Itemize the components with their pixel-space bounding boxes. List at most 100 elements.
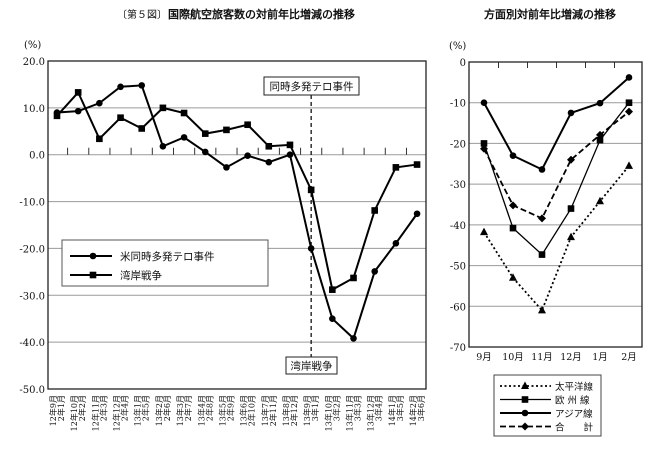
y-tick-label: -60 (450, 302, 466, 313)
data-point (596, 130, 604, 139)
y-tick-label: -20.0 (19, 244, 45, 255)
legend-label: 欧 州 線 (555, 395, 590, 407)
data-point (159, 104, 167, 112)
x-tick-label: 2年8月 (204, 395, 214, 421)
left-chart: (%) 20.0 10.0 0.0 -10.0 -20.0 -30.0 -40.0 -50.0 1… (19, 40, 427, 431)
x-tick-label: 2年10月 (247, 395, 257, 426)
data-point (180, 109, 188, 117)
data-point (567, 232, 575, 241)
annotation-box (263, 76, 360, 96)
right-chart-title: 方面別対前年比増減の推移 (484, 7, 616, 21)
series-line-2 (56, 90, 418, 292)
data-point (538, 166, 546, 173)
x-tick-label: 3年1月 (310, 395, 320, 421)
legend-label: 湾岸戦争 (120, 269, 162, 282)
x-tick-label: 14年2月 (408, 395, 418, 426)
x-tick-label: 12年10月 (69, 395, 79, 431)
data-point (567, 205, 575, 212)
data-point (74, 89, 82, 96)
data-point (480, 144, 488, 153)
legend (61, 239, 269, 287)
data-point (413, 210, 421, 218)
data-point (117, 114, 124, 121)
y-axis-unit: (%) (24, 40, 41, 51)
x-tick-label: 13年3月 (175, 395, 185, 426)
annotation-box (285, 356, 338, 375)
data-point (567, 155, 575, 164)
data-point (223, 126, 230, 134)
x-tick-label: 2年4月 (120, 395, 130, 421)
x-tick-label: 9月 (476, 352, 492, 363)
data-point (538, 305, 546, 314)
x-tick-label: 2月 (621, 352, 637, 363)
data-point (625, 107, 633, 116)
series-line-1 (483, 165, 630, 313)
legend-label: 米同時多発テロ事件 (120, 250, 215, 263)
data-point (286, 151, 294, 159)
data-point (392, 164, 400, 171)
y-tick-label: -50.0 (19, 385, 45, 396)
x-tick-label: 13年7月 (260, 395, 270, 426)
data-point (244, 121, 251, 129)
data-point (350, 274, 357, 282)
y-tick-label: 20.0 (23, 57, 45, 68)
x-tick-label: 2年2月 (77, 395, 87, 421)
data-point (201, 130, 209, 137)
data-point (307, 186, 315, 194)
x-tick-label: 12年11月 (90, 395, 100, 431)
x-tick-label: 13年1月 (133, 395, 143, 426)
data-point (625, 99, 633, 107)
x-tick-label: 2年12月 (289, 395, 299, 426)
x-tick-label: 2年7月 (183, 395, 193, 421)
data-point (480, 99, 488, 107)
data-point (625, 161, 633, 169)
data-point (96, 135, 103, 143)
data-point (596, 99, 604, 107)
x-tick-label: 13年12月 (366, 395, 376, 431)
legend-marker (521, 422, 529, 431)
data-point (538, 251, 546, 258)
legend-marker (89, 271, 97, 279)
data-point (509, 152, 517, 159)
y-tick-label: -70 (450, 343, 466, 354)
series-line-1 (56, 84, 418, 341)
data-point (625, 74, 633, 81)
legend-marker (521, 381, 529, 389)
x-tick-label: 2年3月 (98, 395, 108, 421)
x-tick-label: 2年11月 (268, 395, 278, 426)
data-point (201, 148, 209, 156)
data-point (96, 99, 103, 107)
annotation-terror: 同時多発テロ事件 (270, 80, 354, 93)
data-point (265, 158, 273, 166)
series-line-3 (483, 76, 630, 171)
x-tick-label: 2年1月 (56, 395, 66, 421)
data-point (509, 224, 517, 232)
y-tick-label: -40 (450, 221, 466, 232)
x-tick-label: 1月 (592, 352, 608, 363)
x-tick-label: 3年2月 (331, 395, 341, 421)
data-point (329, 315, 336, 323)
data-point (117, 83, 124, 91)
legend-label: 太平洋線 (555, 381, 594, 393)
data-point (138, 82, 146, 89)
y-tick-label: 0.0 (29, 151, 45, 162)
data-point (244, 152, 251, 159)
y-tick-label: 10.0 (23, 104, 45, 115)
x-tick-label: 2年9月 (225, 395, 235, 421)
x-tick-label: 13年6月 (239, 395, 249, 426)
x-tick-label: 13年8月 (281, 395, 291, 426)
y-axis-unit: (%) (449, 41, 466, 52)
data-point (596, 136, 604, 144)
y-tick-label: -10.0 (19, 198, 45, 209)
data-point (265, 142, 273, 150)
y-tick-label: -30.0 (19, 291, 45, 302)
x-tick-label: 2年5月 (141, 395, 151, 421)
figure-label: 〔第５図〕 (117, 8, 167, 21)
y-tick-label: 0 (460, 58, 466, 69)
x-tick-label: 13年5月 (217, 395, 227, 426)
legend-label: アジア線 (555, 408, 593, 420)
data-point (53, 112, 61, 120)
right-chart: (%) 0 -10 -20 -30 -40 -50 -60 -70 9月 10月 11月 12月 1月 2月… (449, 41, 643, 437)
x-tick-label: 3年3月 (353, 395, 363, 421)
y-tick-label: -40.0 (19, 338, 45, 349)
